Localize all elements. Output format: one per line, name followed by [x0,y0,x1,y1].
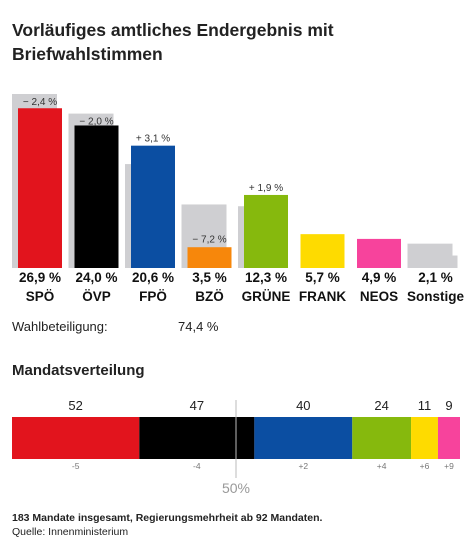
value-label: 2,1 % [418,270,453,285]
party-label: GRÜNE [242,289,291,304]
vote-share-bar [187,247,232,268]
party-label: NEOS [360,289,398,304]
value-label: 26,9 % [19,270,61,285]
vote-share-bar [131,145,175,268]
seat-change-label: -4 [193,461,201,471]
value-label: 20,6 % [132,270,174,285]
seat-count-label: 11 [418,398,432,413]
seat-distribution-title: Mandatsverteilung [12,362,145,379]
value-label: 3,5 % [192,270,227,285]
seat-distribution-chart: 52 -5 47 -4 40 +2 24 +4 11 +6 9 +9 50% [12,398,460,496]
seat-segment [411,417,438,459]
value-label: 4,9 % [362,270,397,285]
party-label: SPÖ [26,289,55,304]
turnout-label: Wahlbeteiligung: [12,319,108,334]
seat-count-label: 40 [296,398,310,413]
seat-count-label: 9 [445,398,452,413]
seat-segment [139,417,255,459]
majority-label: 50% [222,480,250,496]
seat-segment [254,417,353,459]
chart-title: Vorläufiges amtliches Endergebnis mit Br… [12,20,334,64]
seat-change-label: +6 [420,461,430,471]
seat-count-label: 24 [374,398,388,413]
party-label: FRANK [299,289,346,304]
seat-count-label: 47 [190,398,204,413]
vote-share-bar [244,194,288,268]
seat-change-label: +2 [298,461,308,471]
seat-segment [352,417,412,459]
vote-share-bar-chart: − 2,4 % 26,9 % SPÖ − 2,0 % 24,0 % ÖVP + 3,1 % 2… [12,94,464,304]
seat-count-label: 52 [68,398,82,413]
seat-change-label: +9 [444,461,454,471]
change-label: + 3,1 % [136,134,170,145]
seat-change-label: +4 [377,461,387,471]
change-label: − 2,0 % [79,117,113,128]
change-label: − 7,2 % [192,234,226,245]
value-label: 12,3 % [245,270,287,285]
vote-share-bar [18,108,62,268]
party-label: BZÖ [195,289,224,304]
value-label: 24,0 % [75,270,117,285]
turnout-value: 74,4 % [178,319,219,334]
footnote: 183 Mandate insgesamt, Regierungsmehrhei… [12,512,323,524]
seat-segment [12,417,140,459]
value-label: 5,7 % [305,270,340,285]
vote-share-bar [413,255,458,268]
party-label: Sonstige [407,289,464,304]
seat-segment [437,417,460,459]
change-label: − 2,4 % [23,97,57,108]
source: Quelle: Innenministerium [12,526,129,538]
vote-share-bar [357,238,401,268]
vote-share-bar [300,234,345,268]
change-label: + 1,9 % [249,183,283,194]
vote-share-bar [74,125,119,269]
seat-change-label: -5 [72,461,80,471]
party-label: FPÖ [139,289,167,304]
party-label: ÖVP [82,289,111,304]
